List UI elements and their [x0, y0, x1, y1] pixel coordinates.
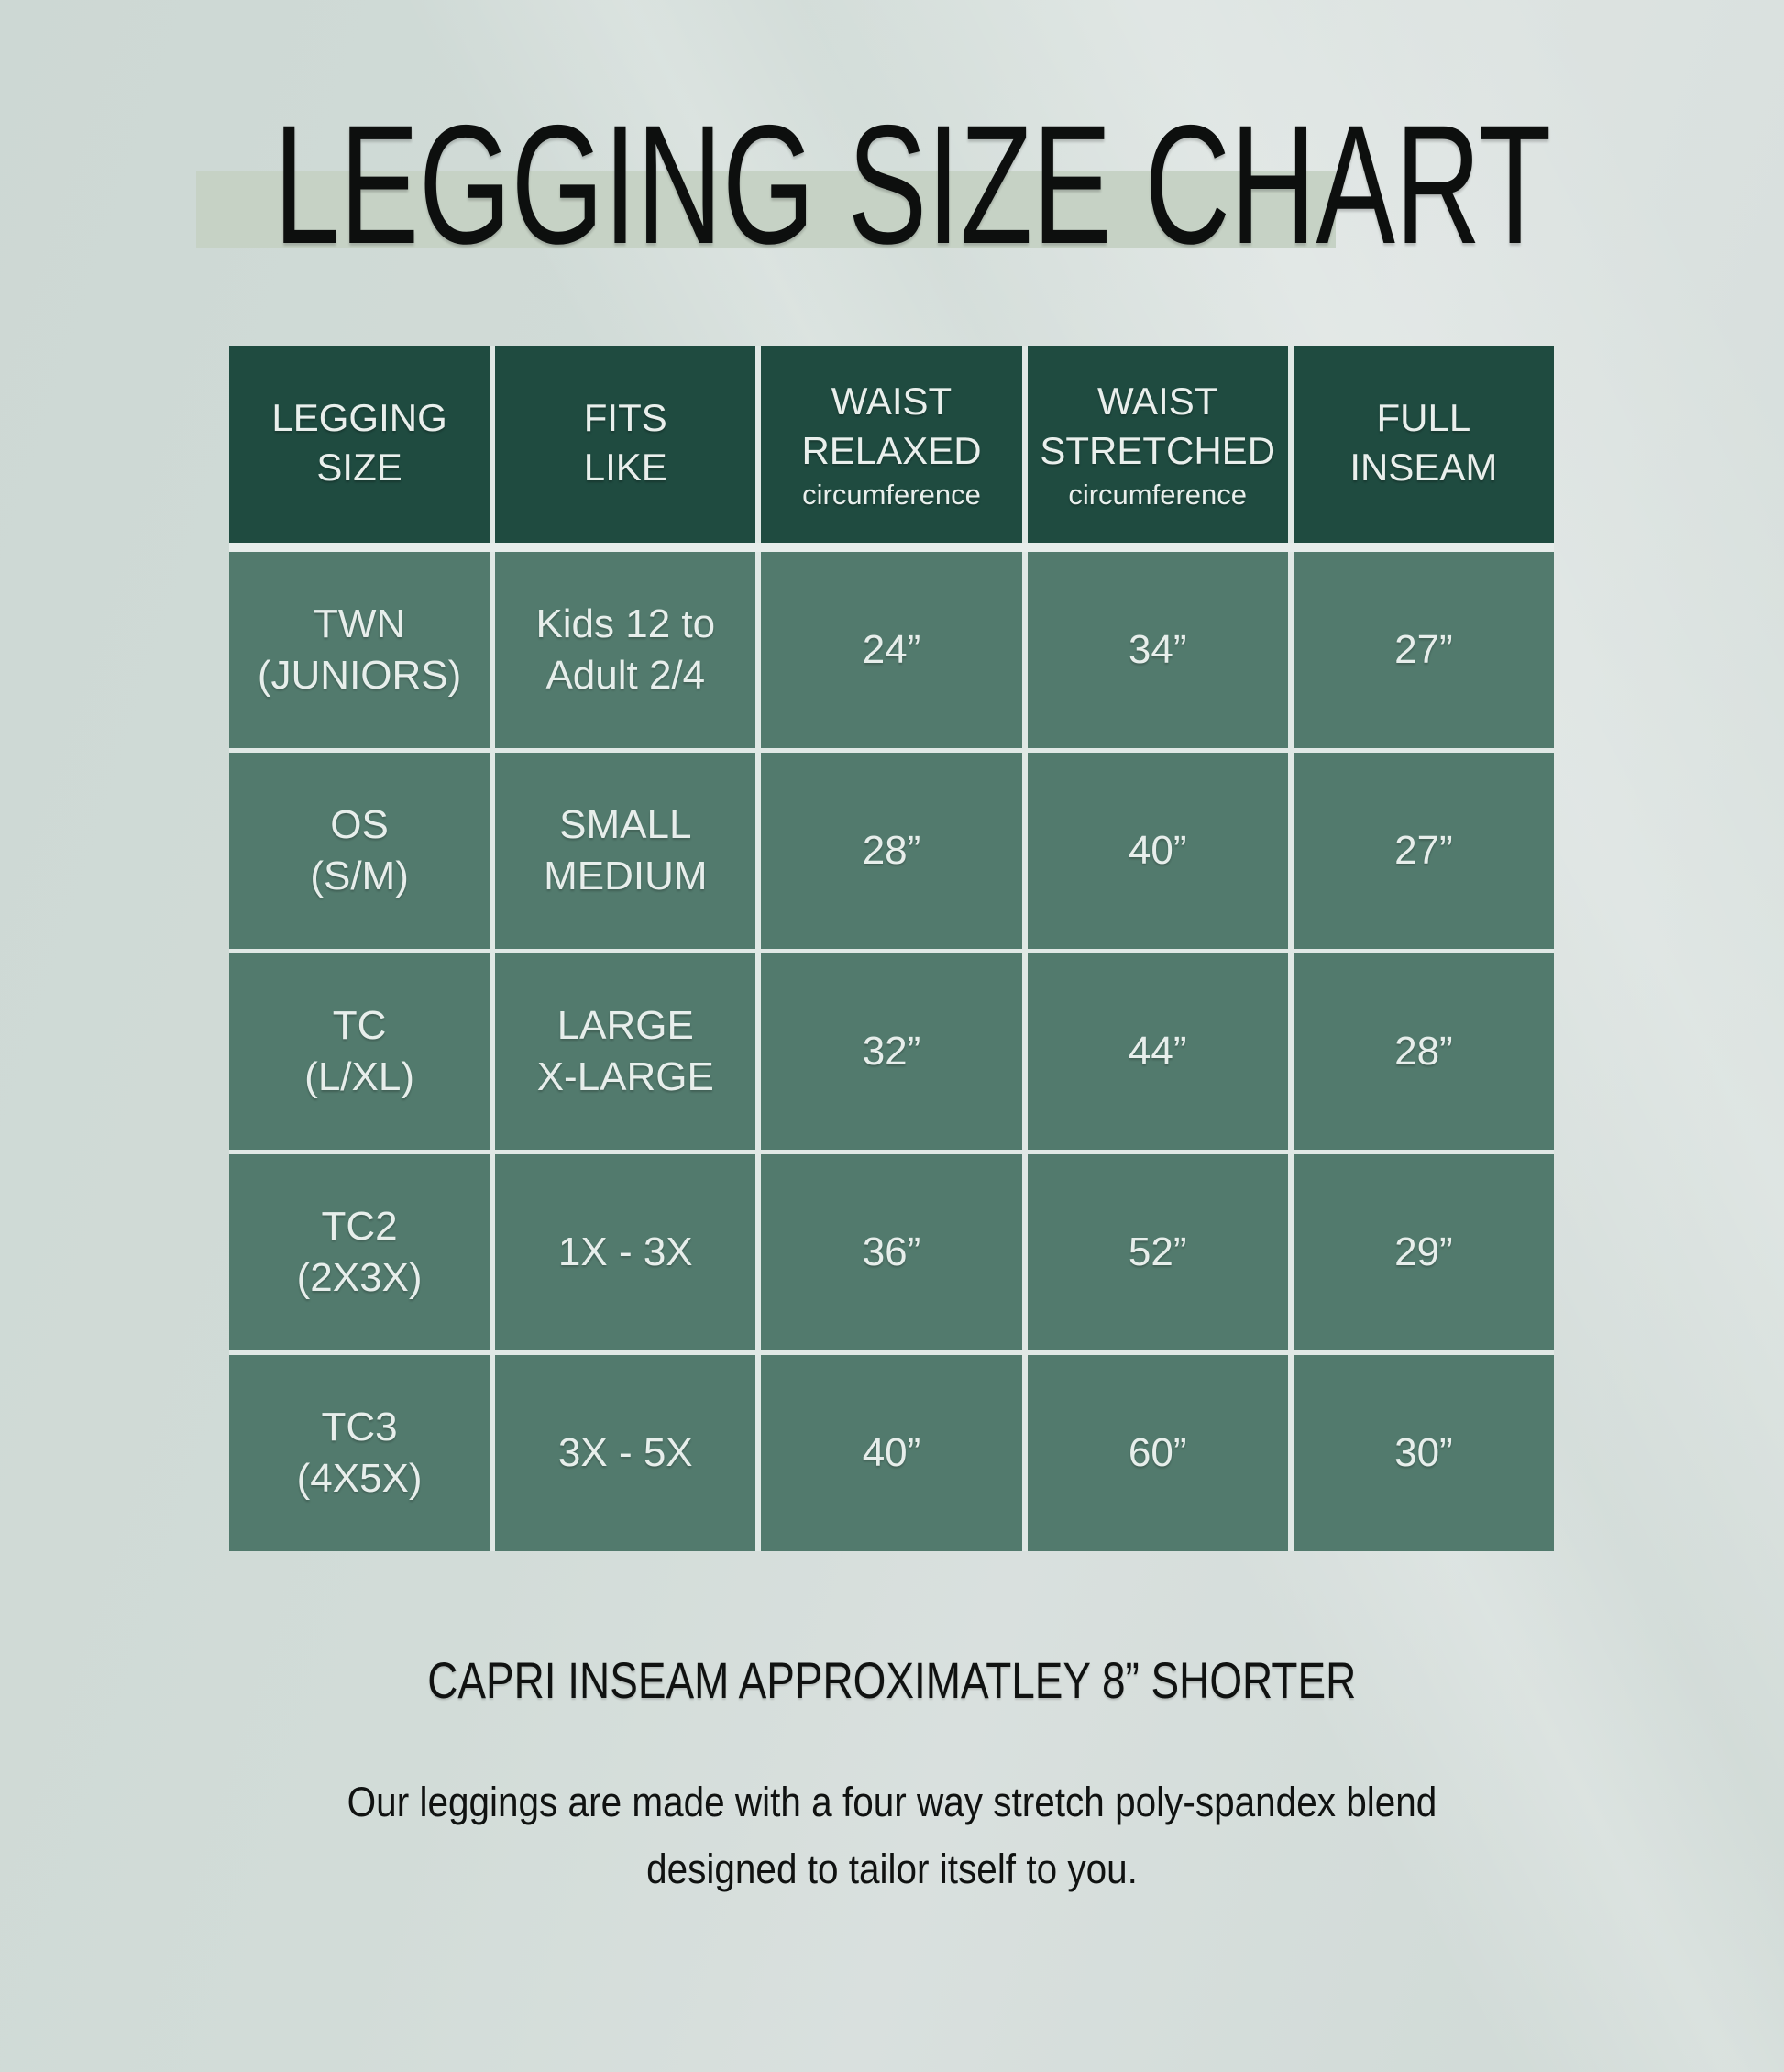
size-cell: 28”	[761, 753, 1022, 949]
size-cell: 52”	[1027, 1154, 1288, 1350]
header-cell-waist-relaxed: WAIST RELAXED circumference	[761, 346, 1022, 543]
size-cell: 30”	[1293, 1355, 1554, 1551]
header-cell-legging-size: LEGGING SIZE	[229, 346, 490, 543]
size-cell: SMALL MEDIUM	[495, 753, 756, 949]
size-cell: 3X - 5X	[495, 1355, 756, 1551]
size-cell: 27”	[1293, 552, 1554, 748]
size-cell: Kids 12 to Adult 2/4	[495, 552, 756, 748]
header-label: FITS LIKE	[583, 395, 667, 489]
page-title-text: LEGGING SIZE CHART	[273, 91, 1552, 280]
size-cell: 60”	[1027, 1355, 1288, 1551]
size-cell: 36”	[761, 1154, 1022, 1350]
size-cell: OS (S/M)	[229, 753, 490, 949]
size-cell: 34”	[1027, 552, 1288, 748]
header-cell-full-inseam: FULL INSEAM	[1293, 346, 1554, 543]
capri-inseam-note: CAPRI INSEAM APPROXIMATLEY 8” SHORTER	[0, 1650, 1784, 1710]
size-cell: 40”	[1027, 753, 1288, 949]
fabric-description: Our leggings are made with a four way st…	[347, 1779, 1437, 1892]
header-label: FULL INSEAM	[1349, 395, 1498, 489]
capri-inseam-note-text: CAPRI INSEAM APPROXIMATLEY 8” SHORTER	[427, 1651, 1357, 1709]
size-cell: 44”	[1027, 953, 1288, 1150]
size-cell: 1X - 3X	[495, 1154, 756, 1350]
header-sublabel: circumference	[802, 479, 981, 512]
table-header-row: LEGGING SIZE FITS LIKE WAIST RELAXED cir…	[229, 346, 1554, 543]
size-cell: TC3 (4X5X)	[229, 1355, 490, 1551]
header-cell-fits-like: FITS LIKE	[495, 346, 756, 543]
header-label: WAIST STRETCHED	[1040, 379, 1276, 472]
size-cell: 29”	[1293, 1154, 1554, 1350]
size-cell: 32”	[761, 953, 1022, 1150]
header-label: WAIST RELAXED	[801, 379, 982, 472]
size-cell: 24”	[761, 552, 1022, 748]
size-cell: 27”	[1293, 753, 1554, 949]
header-label: LEGGING SIZE	[271, 395, 447, 489]
size-cell: 28”	[1293, 953, 1554, 1150]
page-title: LEGGING SIZE CHART	[0, 101, 1784, 270]
title-highlight-band	[196, 171, 1336, 248]
header-divider	[229, 543, 1554, 552]
size-cell: 40”	[761, 1355, 1022, 1551]
size-table: LEGGING SIZE FITS LIKE WAIST RELAXED cir…	[229, 346, 1554, 1551]
header-cell-waist-stretched: WAIST STRETCHED circumference	[1027, 346, 1288, 543]
size-cell: LARGE X-LARGE	[495, 953, 756, 1150]
table-body: TWN (JUNIORS) Kids 12 to Adult 2/4 24” 3…	[229, 552, 1554, 1551]
size-cell: TWN (JUNIORS)	[229, 552, 490, 748]
size-cell: TC2 (2X3X)	[229, 1154, 490, 1350]
header-sublabel: circumference	[1068, 479, 1248, 512]
size-cell: TC (L/XL)	[229, 953, 490, 1150]
